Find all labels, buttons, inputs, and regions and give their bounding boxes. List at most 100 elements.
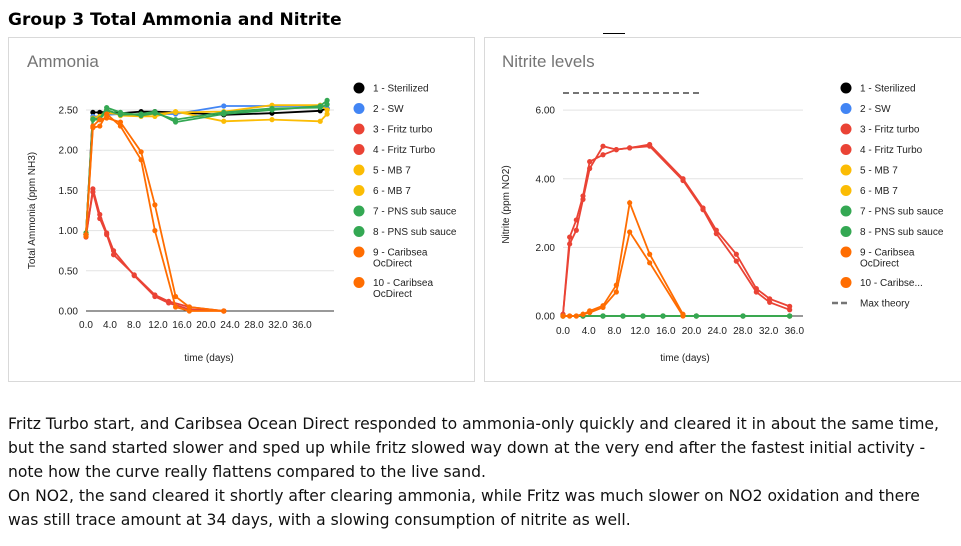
ammonia-data-point xyxy=(110,252,117,258)
ammonia-data-point xyxy=(104,115,110,121)
page-title: Group 3 Total Ammonia and Nitrite xyxy=(8,10,342,30)
nitrite-chart-panel: Nitrite levels 0.00 2.00 4.00 6.00 0.0 4.0 8.0 1… xyxy=(484,37,961,382)
nitrite-data-point xyxy=(580,193,586,199)
ammonia-y-tick-label: 0.50 xyxy=(59,266,79,277)
ammonia-y-tick-label: 1.50 xyxy=(59,186,79,197)
ammonia-y-tick-label: 2.00 xyxy=(59,146,79,157)
nitrite-legend-swatch xyxy=(840,205,852,217)
ammonia-y-tick-label: 0.00 xyxy=(59,307,79,318)
ammonia-legend-label: 1 - Sterilized xyxy=(373,84,429,95)
ammonia-data-point xyxy=(97,109,103,116)
ammonia-legend-swatch xyxy=(353,205,365,217)
nitrite-data-point xyxy=(600,303,606,309)
ammonia-x-tick-label: 4.0 xyxy=(103,320,117,331)
ammonia-data-point xyxy=(269,105,275,111)
ammonia-data-point xyxy=(317,104,323,111)
ammonia-chart: Ammonia 0.00 0.50 1.00 1.50 2.00 2.50 0.0 4.0 8.0… xyxy=(27,52,457,364)
nitrite-data-point xyxy=(740,313,746,319)
ammonia-legend-label: 3 - Fritz turbo xyxy=(373,125,433,136)
ammonia-y-tick-label: 2.50 xyxy=(59,106,79,117)
ammonia-chart-panel: Ammonia 0.00 0.50 1.00 1.50 2.00 2.50 0.0 4.0 8.0… xyxy=(8,37,475,382)
nitrite-y-tick-label: 6.00 xyxy=(536,106,556,117)
nitrite-y-axis-label: Nitrite (ppm NO2) xyxy=(501,165,512,243)
ammonia-legend-swatch xyxy=(353,277,365,288)
nitrite-legend-label: 7 - PNS sub sauce xyxy=(860,207,944,218)
ammonia-legend-swatch xyxy=(353,226,365,237)
nitrite-series-line xyxy=(562,143,791,315)
ammonia-data-point xyxy=(152,228,158,234)
ammonia-legend-label: 8 - PNS sub sauce xyxy=(373,227,457,238)
ammonia-data-point xyxy=(97,117,103,123)
nitrite-legend-swatch xyxy=(840,123,852,135)
nitrite-legend-label: 10 - Caribse... xyxy=(860,278,923,289)
nitrite-x-tick-label: 0.0 xyxy=(556,326,570,337)
ammonia-data-point xyxy=(317,118,323,124)
nitrite-x-axis-label: time (days) xyxy=(660,353,709,364)
nitrite-series-line xyxy=(563,199,684,317)
nitrite-data-point xyxy=(567,313,573,319)
nitrite-data-point xyxy=(787,303,793,309)
ammonia-legend-swatch xyxy=(353,144,365,155)
ammonia-data-point xyxy=(83,232,89,238)
ammonia-data-point xyxy=(166,298,172,304)
ammonia-legend-label: 9 - Caribsea OcDirect xyxy=(373,248,428,270)
ammonia-data-point xyxy=(90,189,96,195)
nitrite-legend-label: 5 - MB 7 xyxy=(860,166,898,177)
ammonia-x-tick-label: 28.0 xyxy=(244,320,264,331)
nitrite-x-tick-label: 16.0 xyxy=(656,326,676,337)
ammonia-x-tick-label: 24.0 xyxy=(220,320,240,331)
ammonia-data-point xyxy=(152,292,158,298)
nitrite-data-point xyxy=(627,229,633,235)
nitrite-legend-label: 8 - PNS sub sauce xyxy=(860,227,944,238)
nitrite-data-point xyxy=(713,227,719,233)
ammonia-data-point xyxy=(269,117,275,123)
nitrite-legend-label: Max theory xyxy=(860,299,909,310)
nitrite-legend-swatch xyxy=(840,226,852,237)
ammonia-legend-swatch xyxy=(353,82,365,94)
nitrite-data-point xyxy=(567,234,573,240)
ammonia-data-point xyxy=(90,116,96,122)
nitrite-data-point xyxy=(580,311,586,317)
nitrite-x-tick-label: 8.0 xyxy=(607,326,621,337)
ammonia-x-tick-label: 8.0 xyxy=(127,320,141,331)
ammonia-legend-label: 6 - MB 7 xyxy=(373,186,411,197)
ammonia-data-point xyxy=(186,308,192,314)
ammonia-data-point xyxy=(97,123,103,129)
nitrite-data-point xyxy=(647,141,653,148)
commentary: Fritz Turbo start, and Caribsea Ocean Di… xyxy=(8,412,953,532)
nitrite-data-point xyxy=(640,313,646,319)
ammonia-series-line xyxy=(85,191,224,312)
nitrite-x-tick-label: 20.0 xyxy=(682,326,702,337)
ammonia-legend-swatch xyxy=(353,164,365,176)
ammonia-data-point xyxy=(172,109,179,116)
ammonia-legend-label: 4 - Fritz Turbo xyxy=(373,145,436,156)
ammonia-x-tick-label: 36.0 xyxy=(292,320,312,331)
ammonia-x-tick-label: 12.0 xyxy=(148,320,168,331)
nitrite-data-point xyxy=(680,176,686,182)
nitrite-data-point xyxy=(733,258,739,264)
ammonia-x-axis-label: time (days) xyxy=(184,353,233,364)
nitrite-legend-swatch xyxy=(840,185,852,196)
nitrite-data-point xyxy=(613,147,619,153)
ammonia-data-point xyxy=(90,109,96,116)
ammonia-series-line xyxy=(85,117,224,312)
ammonia-data-point xyxy=(221,118,227,124)
ammonia-data-point xyxy=(221,109,227,116)
nitrite-legend-label: 3 - Fritz turbo xyxy=(860,125,920,136)
ammonia-legend-label: 2 - SW xyxy=(373,104,404,115)
ammonia-data-point xyxy=(221,103,227,109)
nitrite-legend-label: 2 - SW xyxy=(860,104,891,115)
ammonia-data-point xyxy=(186,304,192,310)
ammonia-chart-title: Ammonia xyxy=(27,52,99,71)
ammonia-series-line xyxy=(85,112,224,312)
nitrite-data-point xyxy=(587,308,593,314)
nitrite-data-point xyxy=(573,227,579,233)
ammonia-data-point xyxy=(152,202,158,208)
nitrite-data-point xyxy=(600,143,606,149)
ammonia-data-point xyxy=(172,117,179,123)
ammonia-data-point xyxy=(117,119,124,125)
ammonia-data-point xyxy=(104,111,110,117)
nitrite-data-point xyxy=(753,285,759,292)
ammonia-legend-label: 7 - PNS sub sauce xyxy=(373,207,457,218)
ammonia-legend-label: 10 - Caribsea OcDirect xyxy=(373,278,433,300)
